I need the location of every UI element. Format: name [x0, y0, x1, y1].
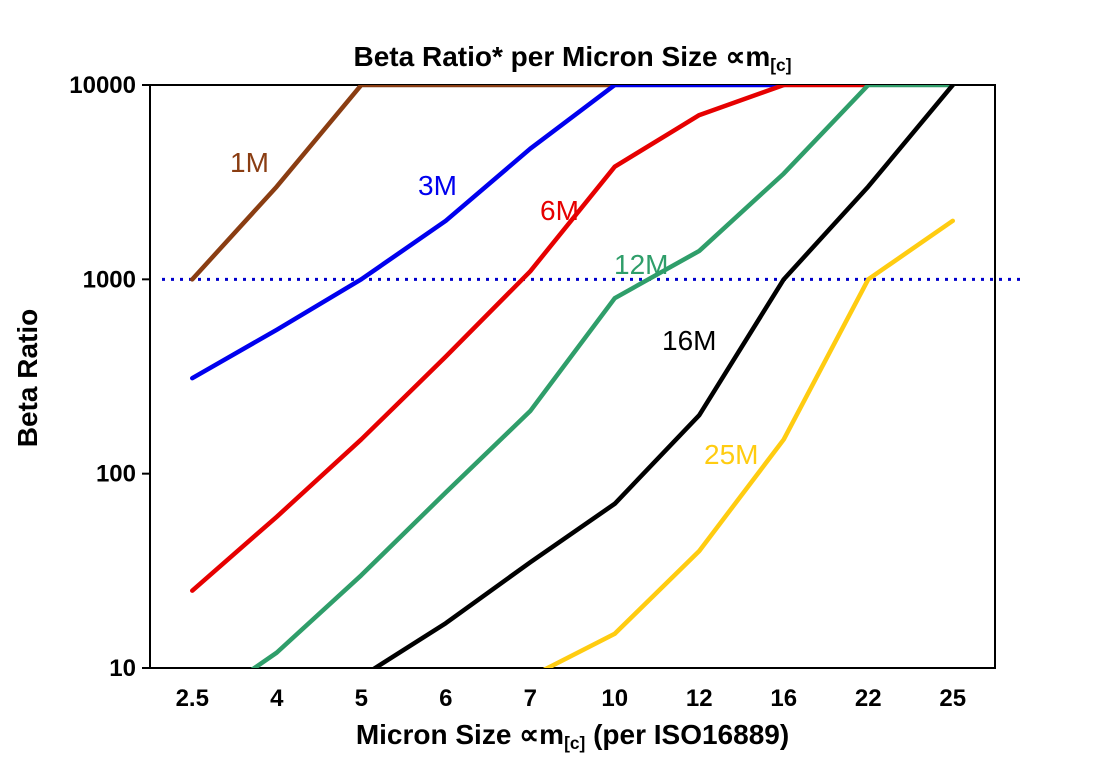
series-label-1m: 1M [230, 147, 269, 178]
plot-border [149, 84, 996, 669]
series-label-12m: 12M [614, 249, 668, 280]
series-line-12m [250, 85, 955, 668]
x-tick-label: 2.5 [176, 685, 209, 712]
series-label-3m: 3M [418, 170, 457, 201]
x-axis-label-pre: Micron Size ∝m [355, 719, 565, 750]
x-tick-label: 25 [939, 685, 966, 712]
y-tick-label: 100 [96, 461, 136, 488]
x-tick-label: 10 [601, 685, 628, 712]
x-axis-label-post: (per ISO16889) [585, 719, 790, 750]
y-tick-label: 10000 [69, 72, 136, 99]
series-line-25m [542, 218, 955, 668]
y-tick-label: 10 [109, 655, 136, 682]
series-label-16m: 16M [662, 325, 716, 356]
series-label-6m: 6M [540, 195, 579, 226]
series-line-6m [190, 85, 871, 593]
series-line-16m [371, 85, 955, 668]
x-tick-label: 5 [355, 685, 368, 712]
x-tick-label: 6 [439, 685, 452, 712]
x-axis-label-subscript: [c] [564, 732, 586, 753]
series-line-3m [190, 85, 786, 381]
series-line-1m [190, 85, 617, 282]
y-tick-label: 1000 [83, 266, 136, 293]
chart-title: Beta Ratio* per Micron Size ∝m[c] [150, 40, 995, 76]
series-label-25m: 25M [704, 439, 758, 470]
x-tick-label: 4 [270, 685, 284, 712]
x-tick-label: 22 [855, 685, 882, 712]
chart-title-main: Beta Ratio* per Micron Size ∝m [353, 41, 771, 72]
x-tick-label: 7 [524, 685, 537, 712]
x-tick-label: 12 [686, 685, 713, 712]
chart-title-subscript: [c] [770, 54, 792, 75]
x-tick-label: 16 [770, 685, 797, 712]
x-axis-label: Micron Size ∝m[c] (per ISO16889) [150, 718, 995, 754]
